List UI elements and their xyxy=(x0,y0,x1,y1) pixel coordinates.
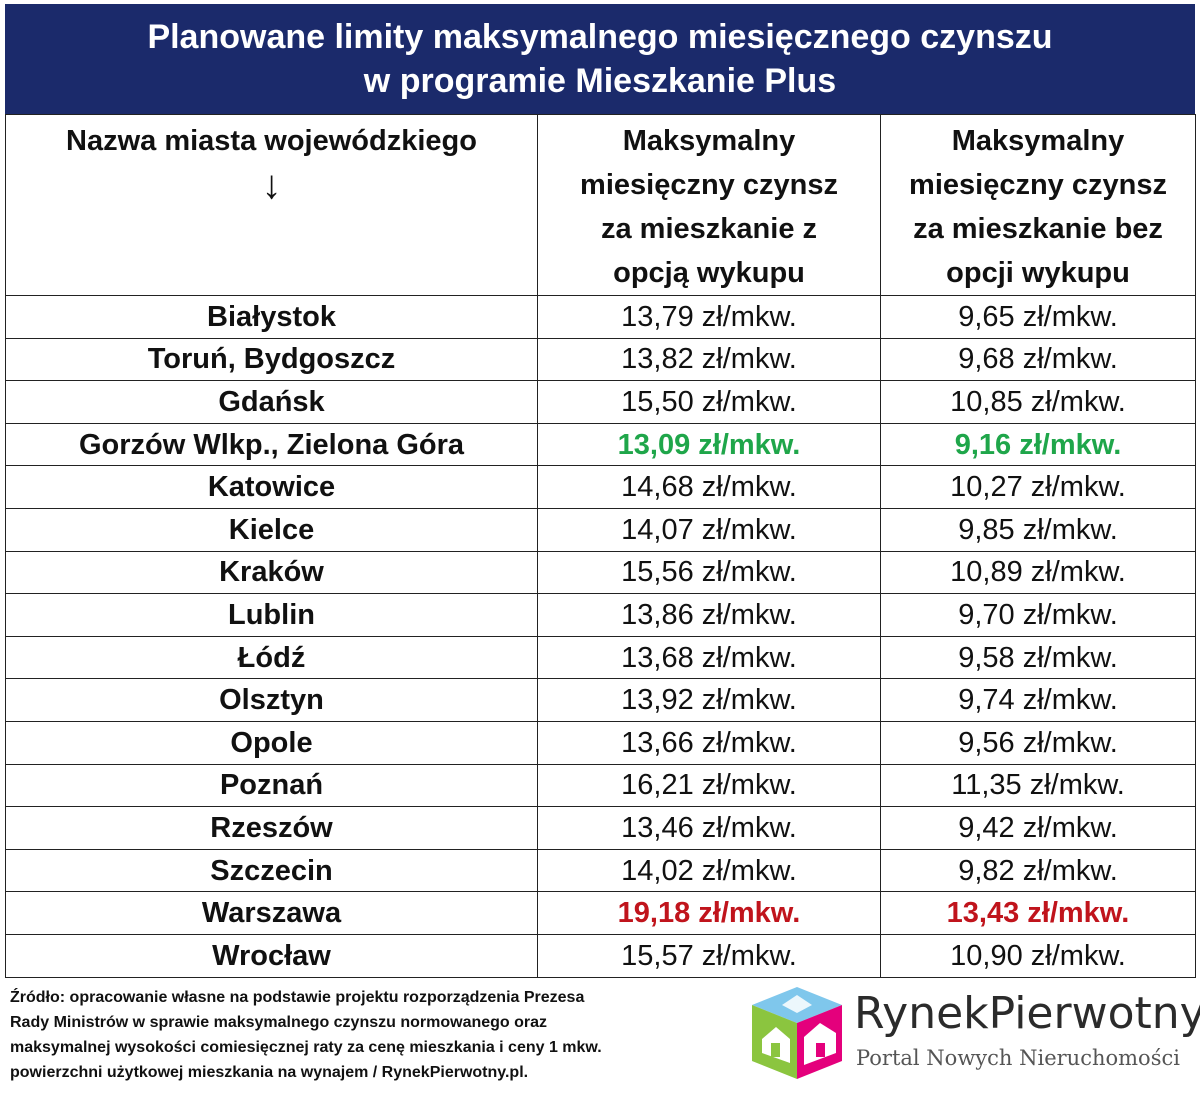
table-row-highest: Warszawa 19,18 zł/mkw. 13,43 zł/mkw. xyxy=(5,891,1196,935)
source-line: Rady Ministrów w sprawie maksymalnego cz… xyxy=(10,1014,548,1031)
table-row: Kraków 15,56 zł/mkw. 10,89 zł/mkw. xyxy=(5,550,1196,595)
city-cell: Łódź xyxy=(5,635,538,680)
table-row-lowest: Gorzów Wlkp., Zielona Góra 13,09 zł/mkw. 9… xyxy=(5,422,1196,467)
header-without-buyout: Maksymalny miesięczny czynsz za mieszkan… xyxy=(880,114,1196,296)
page-title: Planowane limity maksymalnego miesięczne… xyxy=(5,4,1195,114)
without-buyout-cell: 9,42 zł/mkw. xyxy=(880,806,1196,850)
header-without-buyout-line: opcji wykupu xyxy=(946,257,1130,289)
header-without-buyout-line: za mieszkanie bez xyxy=(913,213,1163,245)
with-buyout-cell: 15,56 zł/mkw. xyxy=(537,550,881,595)
arrow-down-icon: ↓ xyxy=(261,163,282,207)
header-with-buyout-line: za mieszkanie z xyxy=(601,213,817,245)
without-buyout-cell: 9,58 zł/mkw. xyxy=(880,635,1196,680)
without-buyout-cell-lowest: 9,16 zł/mkw. xyxy=(880,422,1196,467)
without-buyout-cell: 11,35 zł/mkw. xyxy=(880,763,1196,808)
without-buyout-cell: 9,65 zł/mkw. xyxy=(880,295,1196,339)
table-row: Lublin 13,86 zł/mkw. 9,70 zł/mkw. xyxy=(5,593,1196,637)
city-cell: Katowice xyxy=(5,465,538,509)
without-buyout-cell: 9,85 zł/mkw. xyxy=(880,507,1196,552)
city-cell: Białystok xyxy=(5,295,538,339)
header-with-buyout: Maksymalny miesięczny czynsz za mieszkan… xyxy=(537,114,881,296)
header-city-label: Nazwa miasta wojewódzkiego xyxy=(66,125,477,157)
with-buyout-cell: 13,79 zł/mkw. xyxy=(537,295,881,339)
table-row: Kielce 14,07 zł/mkw. 9,85 zł/mkw. xyxy=(5,507,1196,552)
table-header-row: Nazwa miasta wojewódzkiego ↓ Maksymalny … xyxy=(5,114,1196,296)
with-buyout-cell: 15,50 zł/mkw. xyxy=(537,380,881,424)
city-cell: Toruń, Bydgoszcz xyxy=(5,337,538,382)
with-buyout-cell: 13,82 zł/mkw. xyxy=(537,337,881,382)
without-buyout-cell-highest: 13,43 zł/mkw. xyxy=(880,891,1196,935)
with-buyout-cell: 14,02 zł/mkw. xyxy=(537,848,881,893)
with-buyout-cell-highest: 19,18 zł/mkw. xyxy=(537,891,881,935)
without-buyout-cell: 10,27 zł/mkw. xyxy=(880,465,1196,509)
with-buyout-cell: 13,66 zł/mkw. xyxy=(537,720,881,765)
title-line-2: w programie Mieszkanie Plus xyxy=(363,62,837,100)
without-buyout-cell: 9,74 zł/mkw. xyxy=(880,678,1196,722)
without-buyout-cell: 9,56 zł/mkw. xyxy=(880,720,1196,765)
city-cell: Gdańsk xyxy=(5,380,538,424)
without-buyout-cell: 10,90 zł/mkw. xyxy=(880,933,1196,978)
table-row: Toruń, Bydgoszcz 13,82 zł/mkw. 9,68 zł/mkw… xyxy=(5,337,1196,382)
source-line: maksymalnej wysokości comiesięcznej raty… xyxy=(10,1039,602,1056)
header-without-buyout-line: miesięczny czynsz xyxy=(909,169,1167,201)
table-row: Gdańsk 15,50 zł/mkw. 10,85 zł/mkw. xyxy=(5,380,1196,424)
city-cell: Poznań xyxy=(5,763,538,808)
brand-name: RynekPierwotny xyxy=(854,988,1200,1039)
without-buyout-cell: 9,68 zł/mkw. xyxy=(880,337,1196,382)
title-line-1: Planowane limity maksymalnego miesięczne… xyxy=(147,18,1053,56)
table-row: Olsztyn 13,92 zł/mkw. 9,74 zł/mkw. xyxy=(5,678,1196,722)
house-cube-logo-icon xyxy=(752,987,842,1079)
with-buyout-cell: 14,68 zł/mkw. xyxy=(537,465,881,509)
header-with-buyout-line: Maksymalny xyxy=(622,125,796,157)
with-buyout-cell: 13,46 zł/mkw. xyxy=(537,806,881,850)
city-cell: Szczecin xyxy=(5,848,538,893)
city-cell: Warszawa xyxy=(5,891,538,935)
with-buyout-cell: 13,86 zł/mkw. xyxy=(537,593,881,637)
header-without-buyout-line: Maksymalny xyxy=(951,125,1125,157)
with-buyout-cell-lowest: 13,09 zł/mkw. xyxy=(537,422,881,467)
table-row: Szczecin 14,02 zł/mkw. 9,82 zł/mkw. xyxy=(5,848,1196,893)
city-cell: Kraków xyxy=(5,550,538,595)
header-with-buyout-line: miesięczny czynsz xyxy=(580,169,838,201)
city-cell: Olsztyn xyxy=(5,678,538,722)
city-cell: Gorzów Wlkp., Zielona Góra xyxy=(5,422,538,467)
with-buyout-cell: 13,92 zł/mkw. xyxy=(537,678,881,722)
source-line: powierzchni użytkowej mieszkania na wyna… xyxy=(10,1064,529,1081)
table-row: Łódź 13,68 zł/mkw. 9,58 zł/mkw. xyxy=(5,635,1196,680)
table-row: Opole 13,66 zł/mkw. 9,56 zł/mkw. xyxy=(5,720,1196,765)
table-row: Katowice 14,68 zł/mkw. 10,27 zł/mkw. xyxy=(5,465,1196,509)
city-cell: Lublin xyxy=(5,593,538,637)
source-note: Źródło: opracowanie własne na podstawie … xyxy=(10,985,750,1085)
brand-logo: RynekPierwotny Portal Nowych Nieruchomoś… xyxy=(742,983,1200,1083)
table-row: Wrocław 15,57 zł/mkw. 10,90 zł/mkw. xyxy=(5,933,1196,978)
without-buyout-cell: 9,82 zł/mkw. xyxy=(880,848,1196,893)
brand-tagline: Portal Nowych Nieruchomości xyxy=(856,1046,1180,1070)
with-buyout-cell: 16,21 zł/mkw. xyxy=(537,763,881,808)
without-buyout-cell: 10,85 zł/mkw. xyxy=(880,380,1196,424)
with-buyout-cell: 14,07 zł/mkw. xyxy=(537,507,881,552)
without-buyout-cell: 9,70 zł/mkw. xyxy=(880,593,1196,637)
city-cell: Opole xyxy=(5,720,538,765)
with-buyout-cell: 13,68 zł/mkw. xyxy=(537,635,881,680)
with-buyout-cell: 15,57 zł/mkw. xyxy=(537,933,881,978)
table-row: Białystok 13,79 zł/mkw. 9,65 zł/mkw. xyxy=(5,295,1196,339)
city-cell: Wrocław xyxy=(5,933,538,978)
city-cell: Kielce xyxy=(5,507,538,552)
table-row: Rzeszów 13,46 zł/mkw. 9,42 zł/mkw. xyxy=(5,806,1196,850)
without-buyout-cell: 10,89 zł/mkw. xyxy=(880,550,1196,595)
rent-limits-table: Nazwa miasta wojewódzkiego ↓ Maksymalny … xyxy=(5,114,1196,978)
header-city: Nazwa miasta wojewódzkiego ↓ xyxy=(5,114,538,296)
header-with-buyout-line: opcją wykupu xyxy=(613,257,805,289)
source-line: Źródło: opracowanie własne na podstawie … xyxy=(10,989,585,1006)
city-cell: Rzeszów xyxy=(5,806,538,850)
table-row: Poznań 16,21 zł/mkw. 11,35 zł/mkw. xyxy=(5,763,1196,808)
